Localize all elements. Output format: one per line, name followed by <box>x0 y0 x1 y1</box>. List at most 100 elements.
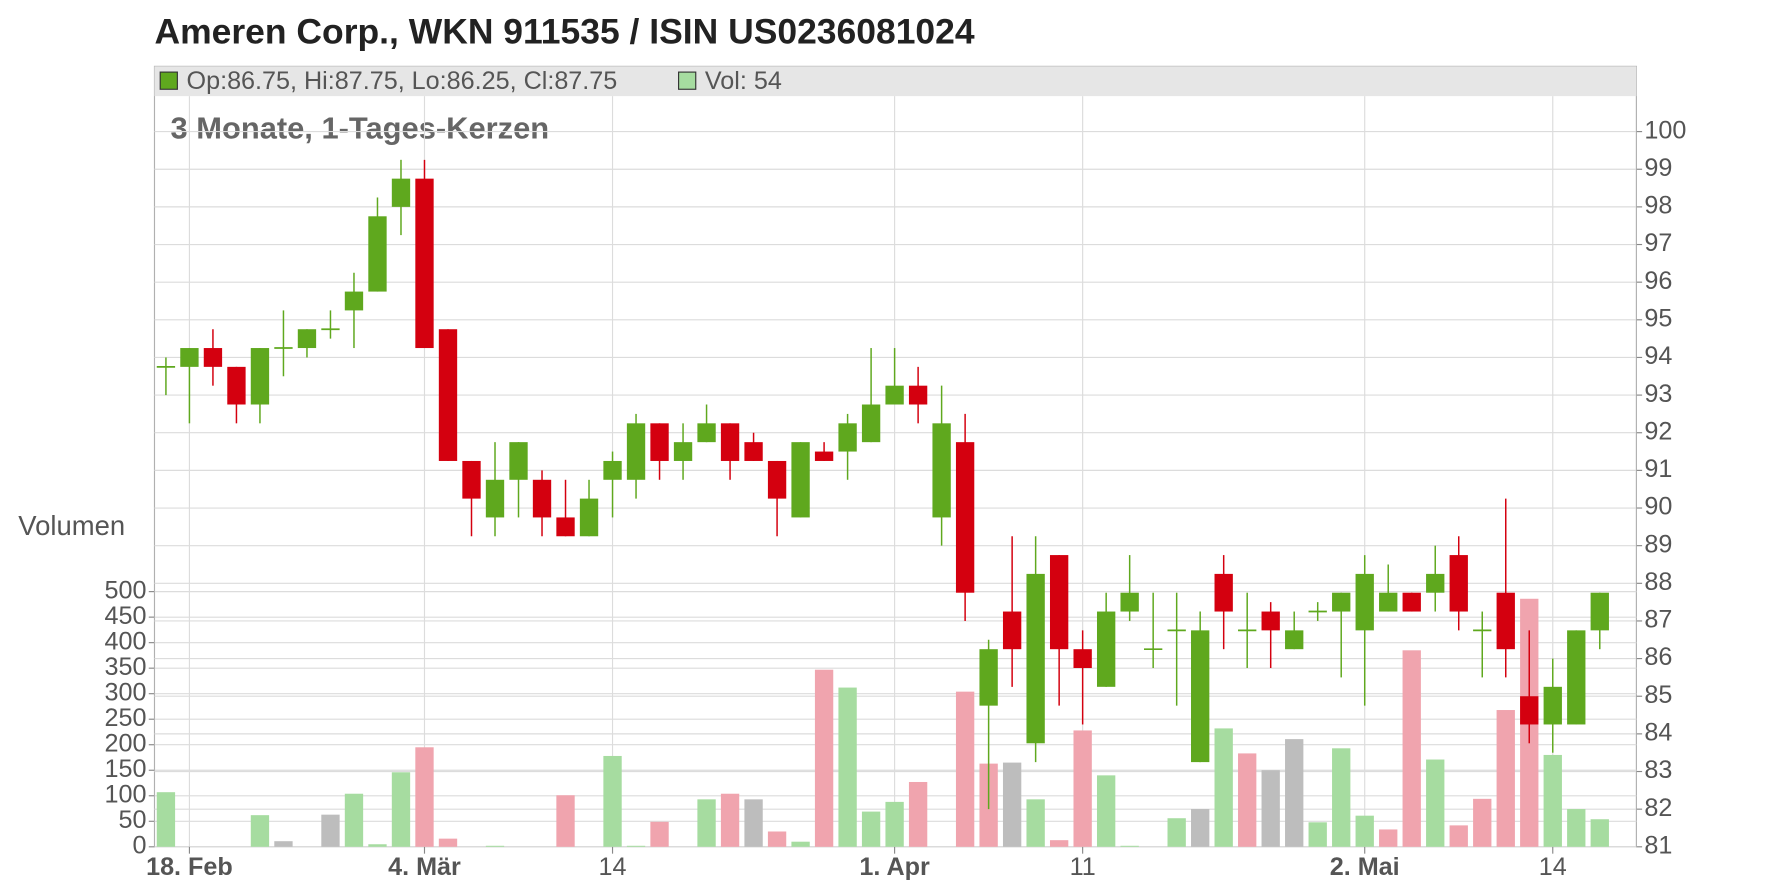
candle-body <box>556 517 575 537</box>
y2-tick-label: 250 <box>104 704 146 732</box>
candle-body <box>1426 573 1445 593</box>
candle-body <box>391 178 411 207</box>
volume-bar <box>1120 845 1139 847</box>
volume-bar <box>1002 762 1022 847</box>
y-tick-label: 88 <box>1644 568 1672 596</box>
y2-tick-label: 400 <box>104 627 146 655</box>
volume-bar <box>1238 753 1257 847</box>
y2-tick-label: 300 <box>104 678 146 706</box>
candle-body <box>1449 555 1468 612</box>
volume-bar <box>814 669 834 847</box>
volume-bar <box>1449 825 1468 847</box>
legend-swatch <box>678 71 697 90</box>
candle-body <box>462 460 481 499</box>
candle-body <box>1379 592 1398 612</box>
candle-body <box>1520 696 1539 725</box>
candle-body <box>979 649 998 706</box>
y2-tick-label: 200 <box>104 729 146 757</box>
candle-body <box>814 451 834 461</box>
y-tick-label: 99 <box>1644 154 1672 182</box>
volume-bar <box>344 793 364 847</box>
volume-bar <box>1567 809 1586 847</box>
volume-bar <box>274 841 293 847</box>
volume-bar <box>391 772 411 847</box>
legend-bar <box>154 66 1637 97</box>
candle-body <box>791 442 810 518</box>
candle-body <box>1567 630 1586 725</box>
y-tick-label: 98 <box>1644 192 1672 220</box>
candle-body <box>626 423 646 480</box>
candle-body <box>415 178 434 349</box>
candle-body <box>203 348 223 367</box>
candle-body <box>603 460 622 480</box>
candle-body <box>767 460 787 499</box>
candle-body <box>227 366 246 405</box>
candle-body <box>1214 573 1233 612</box>
candle-body <box>1496 592 1515 650</box>
volume-bar <box>415 747 434 847</box>
x-tick-label: 4. Mär <box>388 853 461 881</box>
candle-body <box>932 423 951 518</box>
y2-tick-label: 150 <box>104 755 146 783</box>
chart-title: Ameren Corp., WKN 911535 / ISIN US023608… <box>154 12 974 52</box>
candle-body <box>250 348 270 405</box>
x-tick-label: 18. Feb <box>146 853 233 881</box>
volume-bar <box>626 845 646 847</box>
volume-bar <box>955 691 975 847</box>
candle-body <box>908 385 928 405</box>
candle-body <box>673 442 693 461</box>
candle-body <box>744 442 763 461</box>
y2-tick-label: 350 <box>104 653 146 681</box>
volume-bar <box>1073 730 1092 847</box>
x-tick-label: 1. Apr <box>859 853 930 881</box>
y-tick-label: 89 <box>1644 530 1672 558</box>
volume-bar <box>1026 799 1045 847</box>
y-tick-label: 93 <box>1644 380 1672 408</box>
candle-body <box>485 479 505 518</box>
candle-body <box>838 423 857 452</box>
volume-bar <box>1590 819 1609 847</box>
volume-bar <box>650 821 669 847</box>
y-tick-label: 83 <box>1644 756 1672 784</box>
candle-body <box>180 348 199 367</box>
volume-bar <box>1096 775 1116 847</box>
volume-bar <box>438 838 458 847</box>
y-tick-label: 100 <box>1644 116 1686 144</box>
candle-body <box>532 479 552 518</box>
y-tick-label: 97 <box>1644 229 1672 257</box>
candle-body <box>861 404 881 443</box>
candle-body <box>1002 611 1022 650</box>
volume-bar <box>1285 739 1304 847</box>
candle-body <box>1402 592 1421 612</box>
candle-body <box>1049 555 1069 650</box>
candle-body <box>1590 592 1609 631</box>
candle-body <box>1073 649 1092 669</box>
candle-body <box>1026 573 1045 744</box>
y-tick-label: 92 <box>1644 417 1672 445</box>
candle-body <box>1261 611 1280 631</box>
volume-bar <box>697 799 716 847</box>
candle-body <box>1543 686 1562 725</box>
candle-body <box>720 423 740 461</box>
y-tick-label: 95 <box>1644 304 1672 332</box>
candle-body <box>1355 573 1374 631</box>
legend-swatch <box>159 71 178 90</box>
volume-bar <box>1543 754 1562 847</box>
y-tick-label: 87 <box>1644 606 1672 634</box>
volume-bar <box>720 793 740 847</box>
candle-body <box>697 423 716 443</box>
legend-ohlc: Op:86.75, Hi:87.75, Lo:86.25, Cl:87.75 <box>187 67 618 95</box>
x-tick-label: 14 <box>1539 853 1567 881</box>
x-tick-label: 2. Mai <box>1330 853 1400 881</box>
volume-bar <box>485 845 505 847</box>
y-tick-label: 84 <box>1644 719 1672 747</box>
y-tick-label: 90 <box>1644 493 1672 521</box>
volume-bar <box>1261 770 1280 847</box>
volume-bar <box>1308 822 1327 847</box>
volume-bar <box>1496 710 1515 847</box>
volume-bar <box>1355 815 1374 847</box>
volume-bar <box>156 792 176 847</box>
volume-bar <box>744 799 763 847</box>
candle-body <box>344 291 364 311</box>
